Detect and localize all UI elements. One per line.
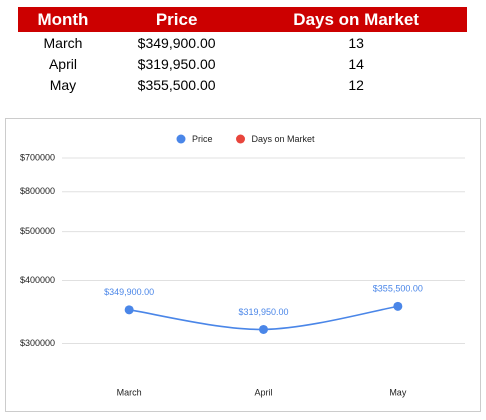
x-tick-label: March xyxy=(117,387,142,397)
y-tick-label: $300000 xyxy=(20,338,55,348)
table-cell: April xyxy=(48,55,77,72)
table-cell: $349,900.00 xyxy=(137,34,216,51)
data-table: Month Price Days on Market March $349,900.00… xyxy=(18,7,467,95)
legend-marker xyxy=(236,134,246,144)
legend-marker xyxy=(176,134,186,144)
legend-label: Days on Market xyxy=(252,134,316,144)
data-label: $319,950.00 xyxy=(238,307,288,317)
table-cell: $319,950.00 xyxy=(137,55,216,72)
y-tick-label: $800000 xyxy=(20,186,55,196)
header-cell: Price xyxy=(107,7,246,32)
data-label: $355,500.00 xyxy=(373,284,423,294)
y-tick-label: $400000 xyxy=(20,275,55,285)
table-cell: $355,500.00 xyxy=(137,76,216,93)
point xyxy=(393,301,403,311)
table-row: March $349,900.00 13 xyxy=(18,32,467,53)
x-tick-label: April xyxy=(254,387,272,397)
point xyxy=(259,324,268,334)
table-cell: May xyxy=(49,76,77,93)
x-tick-label: May xyxy=(389,387,407,397)
legend-label: Price xyxy=(192,134,213,144)
y-tick-label: $500000 xyxy=(20,226,55,236)
table-row: April $319,950.00 14 xyxy=(18,53,467,74)
chart-frame xyxy=(5,118,481,412)
header-cell: Month xyxy=(18,7,108,32)
table-cell: 12 xyxy=(348,76,364,93)
y-tick-label: $700000 xyxy=(20,152,55,162)
table-cell: 13 xyxy=(348,34,364,51)
point xyxy=(124,305,134,315)
table-cell: March xyxy=(43,34,83,51)
header-cell: Days on Market xyxy=(245,7,467,32)
data-label: $349,900.00 xyxy=(104,287,154,297)
table-cell: 14 xyxy=(348,55,364,72)
table-row: May $355,500.00 12 xyxy=(18,74,467,95)
